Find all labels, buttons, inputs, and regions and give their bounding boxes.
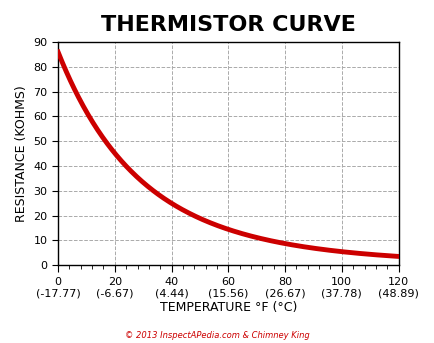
Title: THERMISTOR CURVE: THERMISTOR CURVE bbox=[101, 15, 356, 35]
Y-axis label: RESISTANCE (KOHMS): RESISTANCE (KOHMS) bbox=[15, 85, 28, 222]
Text: © 2013 InspectAPedia.com & Chimney King: © 2013 InspectAPedia.com & Chimney King bbox=[125, 331, 309, 340]
X-axis label: TEMPERATURE °F (°C): TEMPERATURE °F (°C) bbox=[160, 301, 297, 314]
